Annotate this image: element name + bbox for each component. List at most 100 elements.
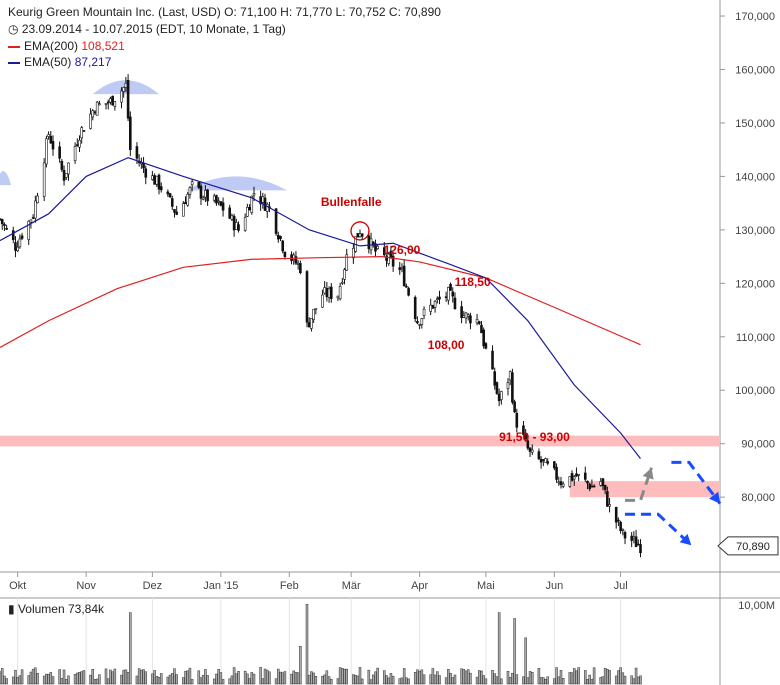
volume-bar: [522, 676, 525, 685]
volume-bar: [62, 669, 66, 685]
x-tick-label: Jun: [545, 580, 563, 592]
candle-body: [464, 312, 468, 319]
volume-bar: [159, 673, 163, 685]
candle-body: [323, 287, 326, 294]
candle-body: [590, 485, 594, 488]
candle-body: [451, 291, 455, 297]
volume-bar: [219, 672, 223, 685]
candle-body: [420, 318, 424, 325]
candle-body: [168, 193, 172, 198]
volume-bar: [279, 671, 282, 685]
last-price-label: 70,890: [736, 541, 770, 553]
top-arc-highlight: [0, 171, 12, 186]
candle-body: [188, 187, 192, 195]
x-tick-label: Dez: [143, 580, 163, 592]
candle-body: [89, 113, 92, 129]
candle-body: [111, 95, 114, 106]
candle-body: [500, 391, 503, 400]
volume-bar: [484, 678, 488, 685]
volume-bar: [634, 667, 638, 685]
candle-body: [122, 87, 125, 92]
legend-ema50: EMA(50) 87,217: [8, 55, 111, 69]
candle-body: [469, 315, 472, 324]
volume-bar: [447, 669, 450, 685]
candle-body: [217, 200, 220, 203]
volume-bar: [429, 674, 432, 685]
volume-bar: [292, 670, 295, 685]
volume-bar: [120, 674, 123, 685]
volume-bar: [407, 678, 410, 685]
candle-body: [106, 101, 110, 104]
volume-bar: [513, 618, 516, 685]
candle-body: [367, 235, 371, 249]
x-tick-label: Nov: [76, 580, 96, 592]
candle-body: [577, 474, 580, 476]
volume-bar: [352, 674, 355, 685]
bullenfalle-circle-marker: [350, 221, 370, 241]
volume-bar: [217, 669, 220, 685]
candle-body: [522, 425, 525, 435]
candle-body: [0, 218, 2, 221]
resistance-zone: [0, 435, 720, 447]
candle-body: [382, 247, 386, 256]
ema50-line: [0, 157, 641, 459]
volume-bar: [330, 679, 333, 685]
candle-body: [153, 175, 156, 185]
volume-bar: [95, 678, 99, 685]
volume-bar: [199, 677, 203, 685]
projection-arrow-gray: [625, 467, 653, 502]
volume-bar: [314, 676, 318, 685]
candle-body: [199, 185, 203, 199]
candle-body: [358, 233, 362, 238]
candle-body: [619, 521, 622, 531]
volume-bar: [497, 612, 501, 685]
candle-body: [279, 235, 282, 239]
candle-body: [506, 382, 510, 390]
volume-bar: [539, 677, 543, 685]
candle-body: [221, 202, 225, 211]
candle-body: [599, 481, 603, 486]
candle-body: [34, 200, 37, 219]
candle-body: [444, 296, 448, 298]
volume-bar: [186, 670, 189, 685]
chart-annotation: Bullenfalle: [321, 195, 382, 209]
candle-body: [557, 481, 561, 484]
volume-bar: [109, 669, 112, 685]
candle-body: [614, 507, 618, 523]
volume-bar: [356, 675, 360, 685]
x-tick-label: Mai: [477, 580, 495, 592]
volume-bar: [405, 677, 408, 685]
candle-body: [151, 175, 154, 180]
candle-body: [36, 195, 39, 204]
volume-bar: [413, 672, 417, 685]
candle-body: [336, 295, 340, 299]
volume-bar: [182, 677, 185, 685]
volume-bar: [511, 672, 514, 685]
volume-bar: [376, 667, 379, 685]
candle-body: [398, 267, 402, 270]
projection-arrow-blue-2: [625, 512, 693, 547]
candle-body: [497, 393, 501, 402]
candle-body: [416, 320, 419, 324]
x-tick-label: Apr: [411, 580, 428, 592]
volume-bar: [171, 673, 174, 685]
chart-period: ◷ 23.09.2014 - 10.07.2015 (EDT, 10 Monat…: [8, 22, 286, 36]
candle-body: [639, 544, 642, 554]
candle-body: [104, 103, 108, 105]
y-tick-label: 120,000: [735, 278, 775, 290]
volume-bar: [18, 675, 22, 685]
volume-bar: [451, 677, 455, 685]
volume-bar: [106, 678, 110, 685]
candle-body: [314, 308, 318, 310]
volume-bar: [422, 674, 426, 685]
volume-bar: [47, 673, 50, 685]
volume-bar: [367, 669, 371, 685]
candle-body: [299, 263, 302, 274]
candle-body: [561, 483, 565, 487]
candle-body: [67, 162, 70, 175]
volume-bar: [126, 671, 130, 685]
volume-bar: [111, 671, 114, 685]
volume-bar: [197, 670, 201, 685]
candle-body: [47, 134, 50, 137]
volume-bar: [12, 676, 15, 685]
